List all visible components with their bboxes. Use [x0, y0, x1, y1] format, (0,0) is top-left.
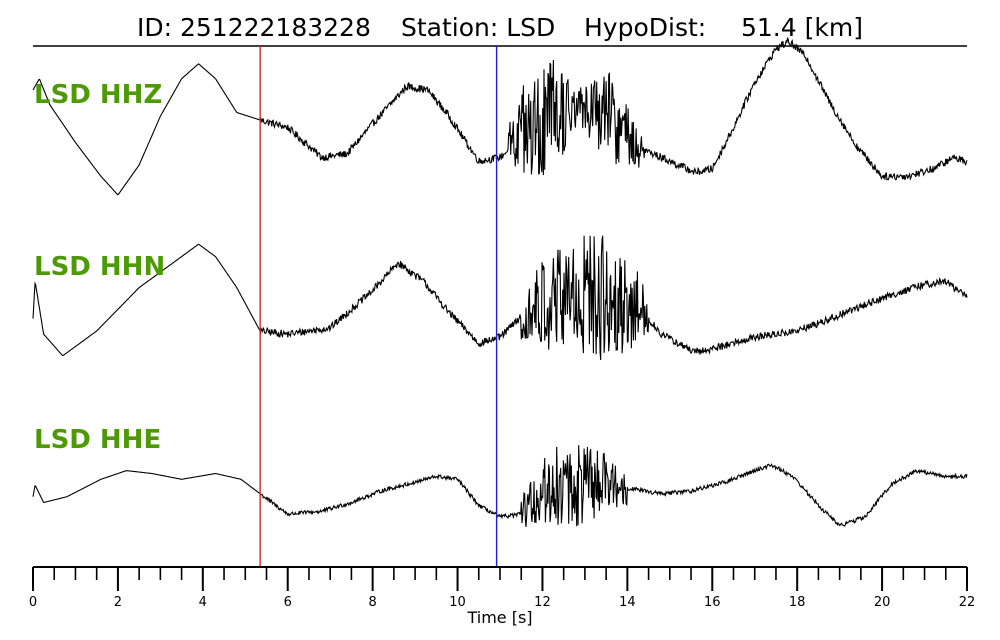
channel-labels-group: LSD HHZ LSD HHN LSD HHE: [34, 80, 165, 455]
x-tick-label: 0: [29, 595, 37, 610]
x-tick-label: 14: [619, 595, 636, 610]
x-tick-label: 12: [534, 595, 551, 610]
channel-label-lsd-hhe: LSD HHE: [34, 425, 161, 455]
x-tick-label: 22: [959, 595, 976, 610]
title-hypodist-label: HypoDist:: [584, 13, 706, 42]
title-station: Station: LSD: [401, 13, 555, 42]
x-tick-label: 6: [284, 595, 292, 610]
x-tick-label: 2: [114, 595, 122, 610]
x-tick-label: 4: [199, 595, 207, 610]
x-axis-label: Time [s]: [466, 608, 532, 627]
traces-group: [32, 37, 968, 528]
x-tick-label: 10: [449, 595, 466, 610]
trace-lsd-hhz: [32, 37, 968, 196]
picks-group: [259, 46, 498, 567]
title-hypodist-value: 51.4 [km]: [741, 13, 863, 42]
trace-lsd-hhn: [32, 235, 968, 361]
x-tick-label: 18: [789, 595, 806, 610]
channel-label-lsd-hhz: LSD HHZ: [34, 80, 162, 110]
x-tick-label: 8: [368, 595, 376, 610]
title-event-id: ID: 251222183228: [137, 13, 371, 42]
trace-lsd-hhe: [32, 445, 968, 528]
channel-label-lsd-hhn: LSD HHN: [34, 252, 165, 282]
x-tick-label: 20: [874, 595, 891, 610]
x-tick-label: 16: [704, 595, 721, 610]
x-axis: 0 2 4 6 8 10 12 14 16 18 20 22: [29, 566, 976, 610]
